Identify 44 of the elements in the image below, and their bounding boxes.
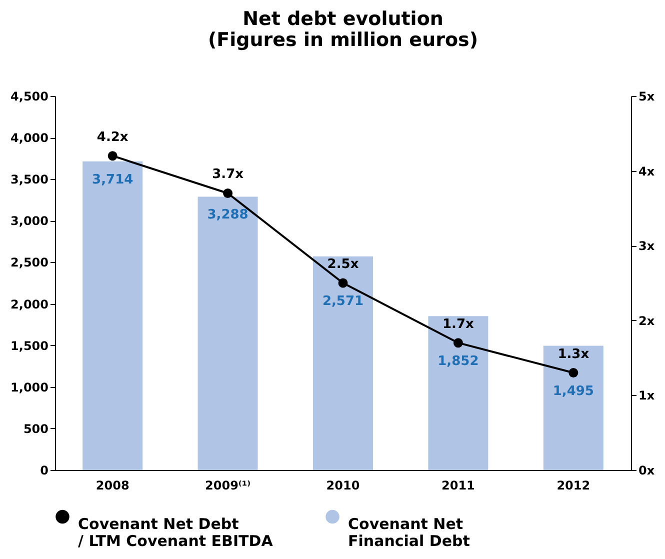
point — [108, 151, 118, 161]
y-tick-label: 0 — [40, 464, 48, 478]
point — [453, 338, 463, 348]
data-label: 3,288 — [207, 208, 248, 223]
bar — [313, 256, 373, 470]
y2-tick-label: 1x — [638, 388, 655, 403]
y2-tick-label: 5x — [638, 90, 655, 104]
x-tick-label: 2012 — [556, 478, 590, 492]
data-label: 1,495 — [552, 384, 594, 399]
bar — [428, 316, 488, 470]
data-label: 2,571 — [322, 294, 364, 309]
bar — [82, 161, 143, 470]
legend-label: Covenant Net Debt / LTM Covenant EBITDA — [78, 514, 274, 550]
y-tick-label: 2,000 — [10, 297, 48, 312]
y-tick-label: 500 — [23, 422, 48, 436]
bar — [543, 346, 604, 470]
y-tick-label: 1,000 — [10, 380, 48, 394]
bar — [198, 196, 258, 470]
point — [223, 188, 233, 198]
data-label: 3.7x — [212, 167, 244, 182]
point — [568, 368, 578, 378]
y2-tick-label: 4x — [638, 164, 655, 178]
x-tick-label: 2011 — [441, 478, 475, 492]
legend-label: Covenant Net Financial Debt — [348, 514, 470, 550]
data-label: 1,852 — [438, 354, 479, 369]
chart-title: Net debt evolution (Figures in million euros) — [208, 8, 478, 51]
data-label: 2.5x — [327, 257, 360, 272]
y-tick-label: 4,000 — [10, 131, 48, 146]
y-tick-label: 1,500 — [10, 338, 48, 353]
y2-tick-label: 0x — [638, 464, 655, 478]
data-label: 4.2x — [96, 130, 129, 145]
x-tick-label: 2009⁽¹⁾ — [205, 478, 251, 492]
point — [338, 278, 348, 288]
y-tick-label: 3,000 — [10, 214, 48, 228]
y2-tick-label: 2x — [638, 314, 655, 328]
x-tick-label: 2010 — [326, 478, 360, 492]
data-label: 1.7x — [442, 316, 475, 332]
data-label: 3,714 — [92, 172, 134, 188]
y-tick-label: 4,500 — [10, 90, 48, 104]
y-tick-label: 2,500 — [10, 256, 48, 270]
data-label: 1.3x — [558, 346, 590, 362]
x-tick-label: 2008 — [96, 478, 130, 492]
y2-tick-label: 3x — [638, 239, 655, 254]
y-tick-label: 3,500 — [10, 172, 48, 187]
